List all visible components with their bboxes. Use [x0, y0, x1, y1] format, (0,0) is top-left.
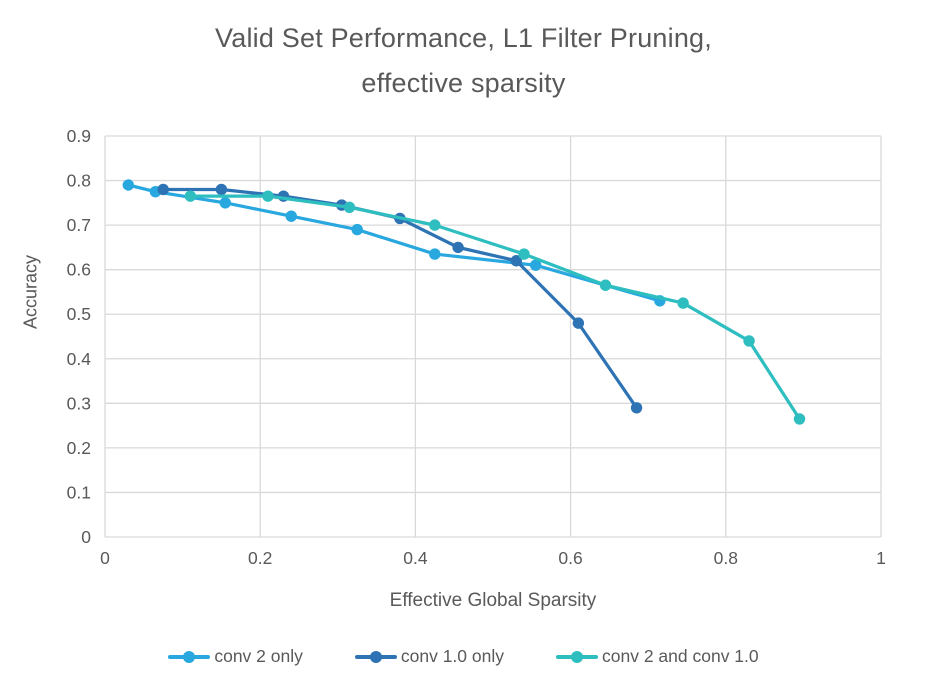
data-point-series-2	[343, 201, 356, 213]
data-point-series-2	[429, 219, 441, 231]
legend-label: conv 2 and conv 1.0	[602, 646, 759, 666]
chart-title-line1: Valid Set Performance, L1 Filter Pruning…	[215, 23, 712, 53]
data-point-series-0	[529, 259, 542, 271]
data-point-series-0	[122, 179, 134, 191]
x-tick-label: 0.8	[714, 548, 738, 568]
data-point-series-2	[184, 190, 197, 202]
x-tick-label: 0.4	[403, 548, 428, 568]
legend-marker-2	[556, 650, 598, 663]
series-line-2	[188, 194, 802, 421]
data-point-series-2	[677, 297, 689, 309]
legend-item-conv-2-only: conv 2 only	[168, 646, 303, 667]
x-axis-title: Effective Global Sparsity	[389, 590, 597, 611]
y-tick-label: 0.6	[67, 260, 91, 280]
data-point-series-2	[518, 248, 530, 260]
data-point-series-2	[262, 190, 274, 202]
data-point-series-1	[452, 241, 464, 254]
y-tick-label: 0.7	[67, 215, 91, 235]
data-point-series-0	[219, 197, 231, 209]
x-tick-label: 0	[100, 548, 110, 568]
data-point-series-1	[157, 183, 169, 196]
legend-label: conv 1.0 only	[400, 646, 504, 666]
data-point-series-2	[599, 279, 612, 291]
data-point-series-1	[572, 317, 585, 329]
legend-item-conv-2-and-conv-1-0: conv 2 and conv 1.0	[556, 646, 759, 667]
data-point-series-1	[630, 402, 643, 414]
data-point-series-2	[793, 413, 806, 425]
legend-marker-1	[354, 650, 397, 663]
legend-item-conv-1-0-only: conv 1.0 only	[354, 646, 504, 667]
data-point-series-0	[351, 223, 363, 236]
data-point-series-1	[510, 255, 522, 267]
y-tick-label: 0.8	[67, 171, 91, 191]
y-tick-label: 0.2	[67, 438, 91, 458]
y-tick-label: 0.3	[67, 393, 91, 413]
data-point-series-0	[285, 210, 297, 222]
legend-label: conv 2 only	[214, 646, 303, 666]
x-tick-label: 0.2	[248, 548, 272, 568]
legend-marker-0	[168, 650, 211, 663]
y-tick-label: 0.4	[67, 349, 92, 369]
y-tick-label: 0.5	[67, 304, 91, 324]
legend-dot-icon	[571, 650, 583, 663]
legend-dot-icon	[183, 650, 196, 663]
y-tick-label: 0.1	[67, 482, 91, 502]
data-point-series-0	[429, 248, 441, 260]
data-point-series-1	[215, 183, 228, 196]
chart-title: Valid Set Performance, L1 Filter Pruning…	[0, 16, 927, 106]
y-tick-label: 0.9	[67, 126, 91, 146]
chart-svg: 0 0.1 0.2 0.3 0.4 0.5 0.6 0.7 0.8 0.9 0 0.2 0.4 0.6 0.…	[67, 126, 886, 568]
x-tick-label: 0.6	[558, 548, 582, 568]
data-point-series-2	[743, 335, 755, 347]
y-tick-label: 0	[81, 527, 91, 547]
x-tick-label: 1	[876, 548, 886, 568]
chart-title-line2: effective sparsity	[361, 68, 566, 98]
legend: conv 2 only conv 1.0 only conv 2 and con…	[0, 646, 927, 667]
y-axis-title: Accuracy	[20, 254, 41, 330]
series-line-0	[126, 183, 662, 303]
legend-dot-icon	[369, 650, 382, 663]
